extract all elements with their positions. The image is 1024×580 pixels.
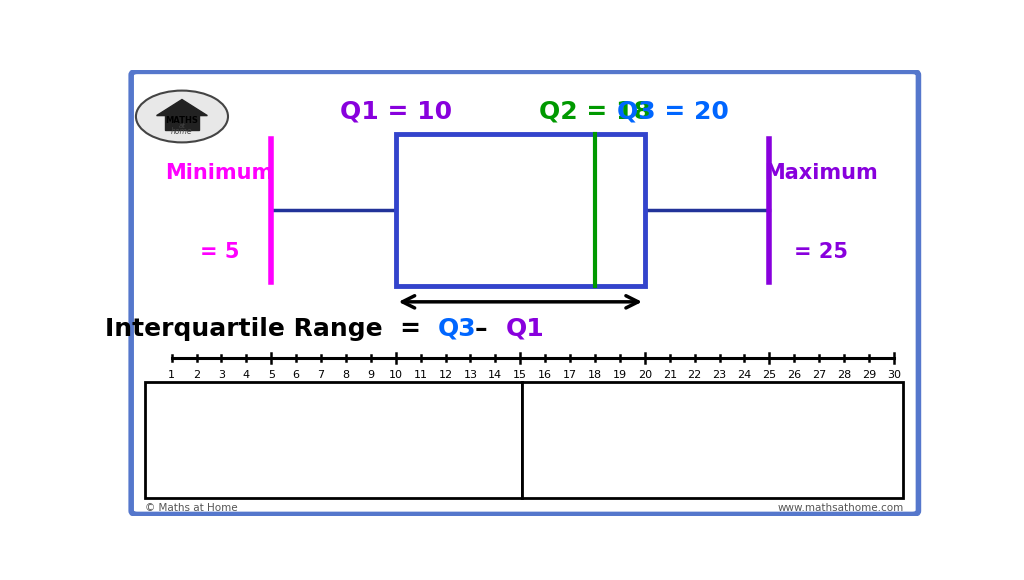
Text: Maximum: Maximum — [764, 164, 878, 183]
Text: 2: 2 — [193, 370, 200, 380]
Text: 25: 25 — [762, 370, 776, 380]
Polygon shape — [157, 100, 207, 115]
Text: 22: 22 — [687, 370, 701, 380]
Bar — [522, 382, 902, 498]
Text: 17: 17 — [563, 370, 578, 380]
Text: Interquartile Range  =: Interquartile Range = — [104, 317, 430, 340]
Text: 12: 12 — [438, 370, 453, 380]
Text: 29: 29 — [862, 370, 877, 380]
Text: Q3: Q3 — [437, 317, 476, 340]
Bar — [145, 382, 522, 498]
Text: 1: 1 — [168, 370, 175, 380]
Text: Lower fence = Q1 – (1.5 × IQR): Lower fence = Q1 – (1.5 × IQR) — [154, 398, 436, 416]
Text: –: – — [475, 317, 487, 340]
Text: 28: 28 — [837, 370, 851, 380]
Text: Minimum: Minimum — [166, 164, 273, 183]
Text: Lower fence = −5: Lower fence = −5 — [154, 458, 316, 476]
Text: 18: 18 — [588, 370, 602, 380]
Text: Q3 = 20: Q3 = 20 — [616, 99, 728, 123]
Text: Q1: Q1 — [506, 317, 545, 340]
Circle shape — [136, 90, 228, 143]
Text: 16: 16 — [539, 370, 552, 380]
Text: www.mathsathome.com: www.mathsathome.com — [778, 503, 904, 513]
Text: 30: 30 — [887, 370, 901, 380]
Text: 8: 8 — [342, 370, 349, 380]
Text: Q2 = 18: Q2 = 18 — [539, 99, 651, 123]
Text: = 25: = 25 — [794, 241, 848, 262]
Text: 3: 3 — [218, 370, 225, 380]
Text: © Maths at Home: © Maths at Home — [145, 503, 239, 513]
Text: Upper fence = 20 + (1.5 × 10): Upper fence = 20 + (1.5 × 10) — [530, 427, 808, 445]
Text: Upper fence = Q3 + (1.5 × IQR): Upper fence = Q3 + (1.5 × IQR) — [530, 398, 820, 416]
Text: 5: 5 — [267, 370, 274, 380]
Text: 26: 26 — [787, 370, 801, 380]
Text: Q1 = 10: Q1 = 10 — [340, 99, 452, 123]
Text: Lower fence = 10 – (1.5 × 10): Lower fence = 10 – (1.5 × 10) — [154, 427, 424, 445]
Text: 27: 27 — [812, 370, 826, 380]
Bar — [165, 115, 200, 130]
Text: 6: 6 — [293, 370, 300, 380]
Text: 11: 11 — [414, 370, 428, 380]
Text: 20: 20 — [638, 370, 652, 380]
Text: 13: 13 — [464, 370, 477, 380]
Text: 7: 7 — [317, 370, 325, 380]
Text: MATHS: MATHS — [166, 115, 199, 125]
Text: 23: 23 — [713, 370, 727, 380]
Text: 24: 24 — [737, 370, 752, 380]
Text: Upper fence = 35: Upper fence = 35 — [530, 458, 690, 476]
Text: 4: 4 — [243, 370, 250, 380]
Text: 14: 14 — [488, 370, 503, 380]
Text: at: at — [178, 124, 185, 129]
Bar — [395, 135, 645, 286]
Text: 21: 21 — [663, 370, 677, 380]
Text: 9: 9 — [368, 370, 375, 380]
Text: = 5: = 5 — [200, 241, 240, 262]
FancyBboxPatch shape — [131, 71, 919, 514]
Text: 15: 15 — [513, 370, 527, 380]
Text: home: home — [171, 127, 193, 136]
Text: 19: 19 — [612, 370, 627, 380]
Text: 10: 10 — [389, 370, 402, 380]
